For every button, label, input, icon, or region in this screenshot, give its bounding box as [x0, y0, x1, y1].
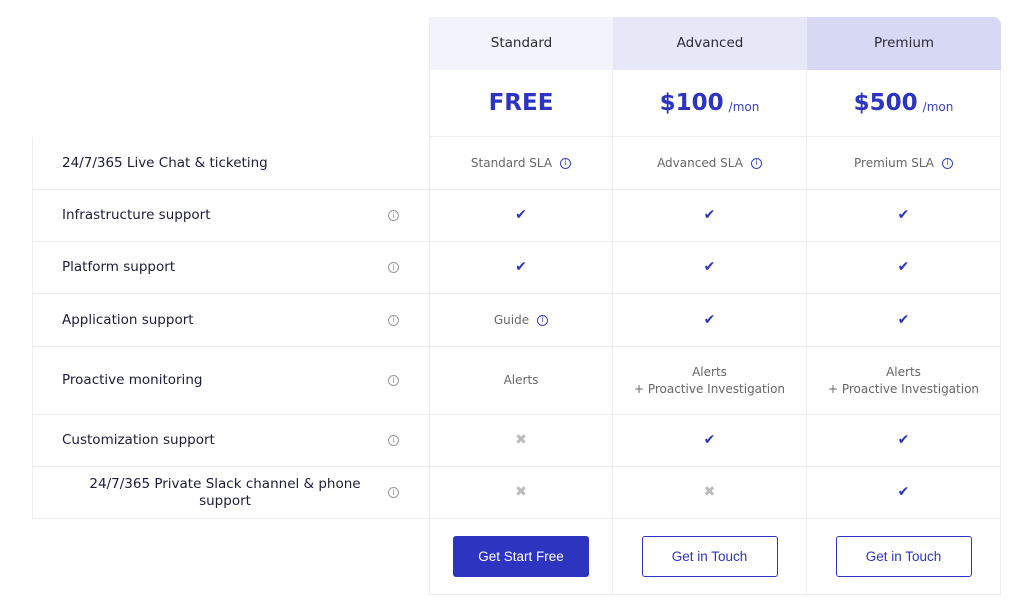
feature-value-cell: ✔: [807, 467, 1001, 519]
check-icon: ✔: [703, 259, 716, 275]
feature-value-cell: Advanced SLA i: [613, 137, 807, 190]
feature-value-cell: ✔: [430, 242, 613, 294]
price-period: /mon: [922, 99, 954, 114]
feature-value-cell: ✔: [807, 415, 1001, 467]
feature-value-cell: Standard SLA i: [430, 137, 613, 190]
feature-label-cell: Platform support i: [32, 242, 430, 294]
price-spacer: [32, 70, 430, 137]
feature-value-cell: Alerts + Proactive Investigation: [613, 347, 807, 415]
feature-value-text: Guide i: [493, 312, 549, 329]
button-spacer: [32, 519, 430, 595]
feature-label: Application support: [62, 311, 194, 328]
feature-label-cell: 24/7/365 Private Slack channel & phone s…: [32, 467, 430, 519]
cross-icon: ✖: [515, 432, 527, 448]
plan-name: Premium: [873, 35, 935, 51]
value-line: + Proactive Investigation: [633, 381, 786, 396]
check-icon: ✔: [897, 207, 910, 223]
feature-value-cell: ✔: [613, 294, 807, 347]
feature-value-text: Alerts + Proactive Investigation: [634, 364, 785, 398]
plan-price: FREE: [488, 89, 554, 116]
check-icon: ✔: [703, 311, 716, 328]
plan-button-cell: Get in Touch: [613, 519, 807, 595]
feature-value-cell: Premium SLA i: [807, 137, 1001, 190]
feature-value-text: Alerts + Proactive Investigation: [828, 364, 979, 398]
check-icon: ✔: [515, 207, 527, 223]
feature-value-cell: ✖: [430, 467, 613, 519]
feature-value-text: Advanced SLA i: [657, 155, 762, 172]
check-icon: ✔: [515, 259, 527, 275]
feature-label: Proactive monitoring: [62, 372, 203, 388]
pricing-table: Standard Advanced Premium FREE $100/mon $500/…: [32, 17, 1001, 595]
feature-value-cell: ✔: [807, 190, 1001, 242]
check-icon: ✔: [897, 432, 910, 448]
value-line: Guide: [493, 312, 530, 327]
feature-label: Infrastructure support: [62, 207, 211, 223]
value-line: Alerts: [692, 364, 727, 379]
feature-label-cell: Application support i: [32, 294, 430, 347]
feature-label: 24/7/365 Private Slack channel & phone s…: [89, 475, 361, 509]
info-icon[interactable]: i: [388, 210, 399, 221]
value-line: Advanced SLA: [657, 155, 743, 170]
info-icon[interactable]: i: [388, 262, 399, 273]
value-line: + Proactive Investigation: [827, 381, 980, 396]
plan-cta-button-standard[interactable]: Get Start Free: [453, 536, 589, 577]
feature-value-cell: ✔: [613, 190, 807, 242]
feature-value-cell: ✖: [613, 467, 807, 519]
plan-price: $100: [659, 89, 724, 116]
feature-value-text: Standard SLA i: [470, 155, 572, 172]
header-spacer: [32, 17, 430, 70]
plan-header-advanced: Advanced: [613, 17, 807, 70]
feature-value-text: Alerts: [504, 372, 539, 389]
plan-button-cell: Get in Touch: [807, 519, 1001, 595]
plan-header-premium: Premium: [807, 17, 1001, 70]
value-line: Premium SLA: [854, 155, 934, 170]
plan-price-cell: $100/mon: [613, 70, 807, 137]
plan-price-cell: $500/mon: [807, 70, 1001, 137]
info-icon[interactable]: i: [388, 375, 399, 386]
check-icon: ✔: [897, 311, 910, 328]
feature-value-cell: ✔: [430, 190, 613, 242]
check-icon: ✔: [703, 432, 716, 448]
feature-label: Customization support: [62, 432, 215, 448]
feature-value-cell: ✔: [613, 242, 807, 294]
plan-cta-button-premium[interactable]: Get in Touch: [835, 536, 972, 577]
plan-button-cell: Get Start Free: [430, 519, 613, 595]
feature-label-cell: Proactive monitoring i: [32, 347, 430, 415]
plan-name: Standard: [490, 35, 553, 51]
feature-label: 24/7/365 Live Chat & ticketing: [62, 154, 268, 171]
info-icon[interactable]: i: [560, 157, 572, 169]
check-icon: ✔: [897, 259, 910, 275]
cross-icon: ✖: [515, 484, 527, 500]
check-icon: ✔: [703, 207, 716, 223]
feature-label-cell: Infrastructure support i: [32, 190, 430, 242]
feature-value-cell: Alerts + Proactive Investigation: [807, 347, 1001, 415]
info-icon[interactable]: i: [388, 314, 399, 326]
info-icon[interactable]: i: [388, 435, 399, 446]
plan-price: $500: [853, 89, 918, 116]
plan-name: Advanced: [676, 35, 744, 51]
value-line: Standard SLA: [470, 155, 553, 170]
info-icon[interactable]: i: [388, 487, 399, 498]
info-icon[interactable]: i: [942, 157, 953, 169]
plan-header-standard: Standard: [430, 17, 613, 70]
info-icon[interactable]: i: [750, 157, 762, 169]
feature-value-text: Premium SLA i: [854, 155, 953, 172]
info-icon[interactable]: i: [537, 314, 549, 326]
feature-label: Platform support: [62, 259, 176, 275]
plan-cta-button-advanced[interactable]: Get in Touch: [641, 536, 778, 577]
plan-price-cell: FREE: [430, 70, 613, 137]
feature-value-cell: Alerts: [430, 347, 613, 415]
feature-label-cell: Customization support i: [32, 415, 430, 467]
feature-value-cell: ✔: [807, 294, 1001, 347]
value-line: Alerts: [886, 364, 921, 379]
feature-value-cell: Guide i: [430, 294, 613, 347]
check-icon: ✔: [897, 484, 910, 500]
cross-icon: ✖: [703, 484, 716, 500]
price-period: /mon: [728, 99, 760, 114]
feature-value-cell: ✖: [430, 415, 613, 467]
feature-label-cell: 24/7/365 Live Chat & ticketing: [32, 137, 430, 190]
feature-value-cell: ✔: [807, 242, 1001, 294]
feature-value-cell: ✔: [613, 415, 807, 467]
value-line: Alerts: [503, 373, 539, 387]
